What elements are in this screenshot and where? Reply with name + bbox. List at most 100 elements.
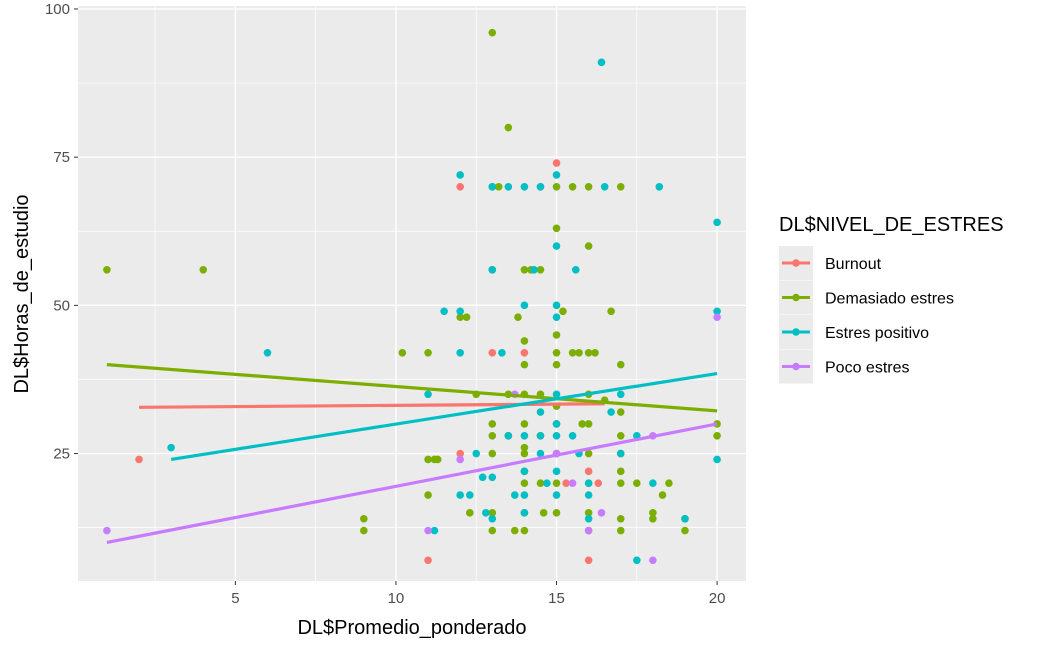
point-demasiado-estres <box>424 348 432 357</box>
point-demasiado-estres <box>510 526 519 535</box>
point-demasiado-estres <box>616 360 625 369</box>
point-estres-positivo <box>530 265 538 274</box>
point-demasiado-estres <box>616 526 625 535</box>
point-demasiado-estres <box>456 313 464 322</box>
legend-key-point-burnout <box>792 259 800 267</box>
point-demasiado-estres <box>616 479 625 487</box>
point-estres-positivo <box>520 467 529 476</box>
point-demasiado-estres <box>649 509 657 517</box>
point-estres-positivo <box>520 491 529 499</box>
point-estres-positivo <box>568 431 577 440</box>
point-demasiado-estres <box>584 182 593 191</box>
point-estres-positivo <box>713 307 721 316</box>
y-tick-label: 100 <box>45 1 70 18</box>
x-tick-label: 5 <box>231 590 239 607</box>
point-estres-positivo <box>552 171 561 179</box>
x-tick-label: 15 <box>548 590 565 607</box>
legend-key-point-demasiado-estres <box>792 293 800 302</box>
point-poco-estres <box>584 526 593 535</box>
point-burnout <box>594 479 603 487</box>
point-demasiado-estres <box>488 431 497 440</box>
point-demasiado-estres <box>360 526 368 535</box>
point-burnout <box>424 556 432 565</box>
point-demasiado-estres <box>520 337 529 345</box>
point-demasiado-estres <box>552 509 561 517</box>
point-demasiado-estres <box>559 307 567 316</box>
point-estres-positivo <box>440 307 448 316</box>
point-estres-positivo <box>584 491 593 499</box>
point-demasiado-estres <box>552 360 561 369</box>
point-estres-positivo <box>552 301 561 310</box>
point-demasiado-estres <box>607 307 615 316</box>
point-demasiado-estres <box>552 224 561 233</box>
point-estres-positivo <box>430 526 439 535</box>
point-demasiado-estres <box>103 265 111 274</box>
point-burnout <box>584 467 593 476</box>
point-estres-positivo <box>536 449 545 458</box>
point-demasiado-estres <box>433 455 442 464</box>
point-demasiado-estres <box>424 455 432 464</box>
point-poco-estres <box>597 509 606 517</box>
point-demasiado-estres <box>633 479 641 487</box>
point-estres-positivo <box>536 182 545 191</box>
legend-label-demasiado-estres: Demasiado estres <box>825 291 954 308</box>
point-estres-positivo <box>655 182 664 191</box>
point-estres-positivo <box>456 491 464 499</box>
point-demasiado-estres <box>360 514 368 523</box>
point-estres-positivo <box>600 182 609 191</box>
point-estres-positivo <box>597 58 606 67</box>
point-poco-estres <box>713 313 721 322</box>
x-tick-label: 10 <box>388 590 405 607</box>
point-demasiado-estres <box>520 479 529 487</box>
point-demasiado-estres <box>713 431 721 440</box>
point-demasiado-estres <box>616 467 625 476</box>
point-estres-positivo <box>571 265 580 274</box>
point-estres-positivo <box>713 218 721 227</box>
point-demasiado-estres <box>578 420 587 428</box>
point-demasiado-estres <box>536 265 545 274</box>
point-estres-positivo <box>466 491 474 499</box>
point-demasiado-estres <box>584 449 593 458</box>
point-estres-positivo <box>424 390 432 399</box>
legend-key-point-poco-estres <box>792 362 800 371</box>
point-estres-positivo <box>681 514 689 523</box>
point-estres-positivo <box>552 390 561 399</box>
point-demasiado-estres <box>552 348 561 357</box>
point-demasiado-estres <box>591 348 599 357</box>
point-estres-positivo <box>536 431 545 440</box>
point-burnout <box>520 348 529 357</box>
point-estres-positivo <box>607 408 615 416</box>
point-poco-estres <box>424 526 432 535</box>
point-demasiado-estres <box>424 491 432 499</box>
point-poco-estres <box>568 479 577 487</box>
point-estres-positivo <box>536 408 545 416</box>
point-estres-positivo <box>472 449 481 458</box>
point-demasiado-estres <box>398 348 407 357</box>
point-estres-positivo <box>552 242 561 250</box>
point-estres-positivo <box>520 301 529 310</box>
point-demasiado-estres <box>520 443 529 452</box>
point-demasiado-estres <box>488 449 497 458</box>
point-estres-positivo <box>616 390 625 399</box>
y-tick-label: 75 <box>53 149 70 166</box>
point-estres-positivo <box>504 431 513 440</box>
point-burnout <box>456 449 464 458</box>
point-burnout <box>552 159 561 167</box>
point-estres-positivo <box>520 182 529 191</box>
point-estres-positivo <box>552 313 561 322</box>
point-estres-positivo <box>649 479 657 487</box>
point-estres-positivo <box>498 348 506 357</box>
point-demasiado-estres <box>568 348 577 357</box>
point-demasiado-estres <box>520 265 529 274</box>
point-demasiado-estres <box>552 479 561 487</box>
point-demasiado-estres <box>568 182 577 191</box>
point-burnout <box>135 455 143 464</box>
point-demasiado-estres <box>520 360 529 369</box>
legend-label-burnout: Burnout <box>825 256 882 273</box>
point-estres-positivo <box>456 171 464 179</box>
legend: DL$NIVEL_DE_ESTRES Burnout Demasiado estr… <box>779 214 1004 384</box>
point-demasiado-estres <box>466 509 474 517</box>
point-demasiado-estres <box>488 509 497 517</box>
point-poco-estres <box>649 556 657 565</box>
